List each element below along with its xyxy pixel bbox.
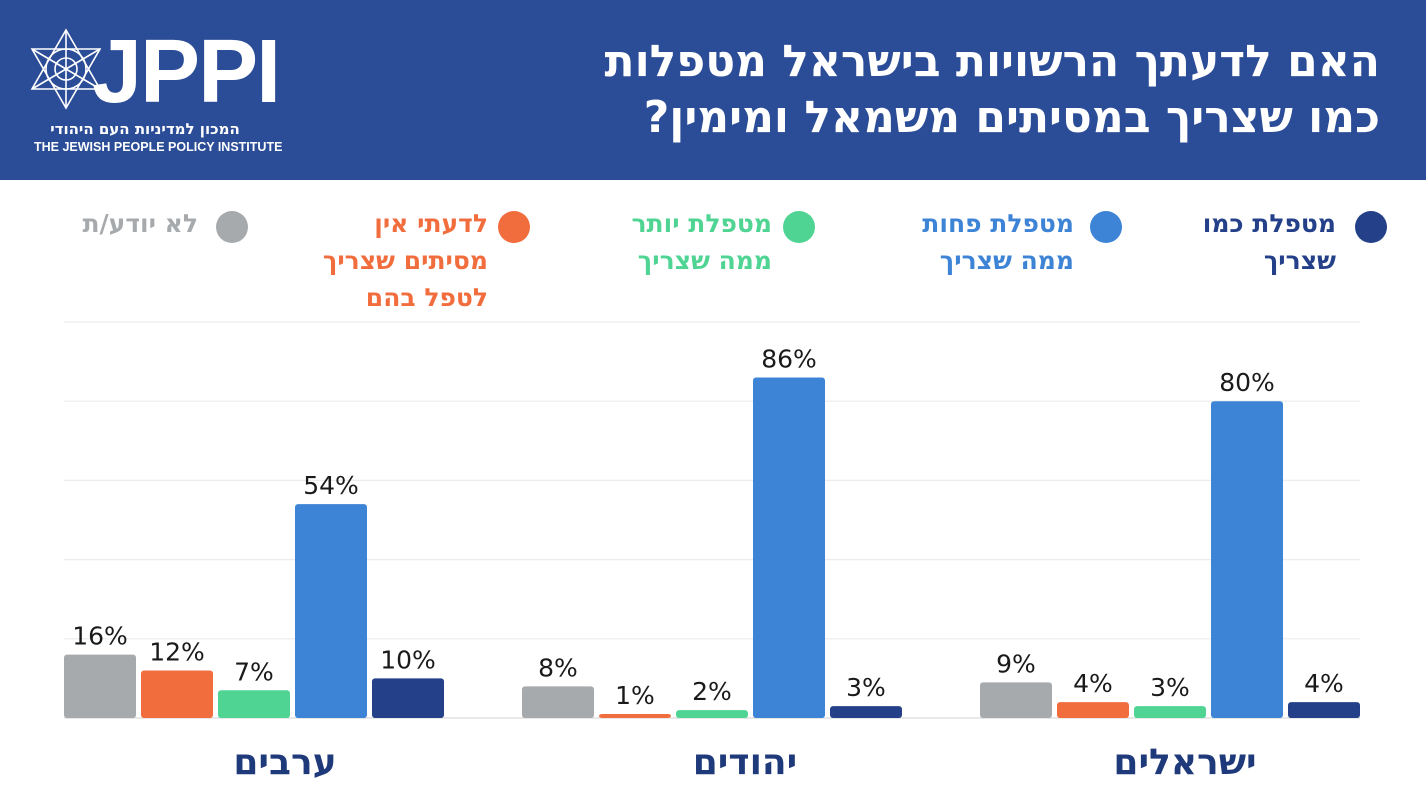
data-label-arabs-handled-properly: 10% [380,645,436,674]
legend-label-no-inciters: לדעתי אין מסיתים שצריך לטפל בהם [322,209,488,312]
bar-jews-handled-less [753,377,825,718]
data-label-arabs-handled-more: 7% [234,657,274,686]
legend-label-handled-more: מטפלת יותר ממה שצריך [631,209,773,275]
legend-swatch-handled-more [783,211,815,243]
bar-israelis-handled-more [1134,706,1206,718]
chart-title-line-1: האם לדעתך הרשויות בישראל מטפלות [604,36,1380,87]
data-label-israelis-handled-more: 3% [1150,673,1190,702]
data-label-israelis-dont-know: 9% [996,649,1036,678]
data-label-arabs-handled-less: 54% [303,471,359,500]
data-label-jews-no-inciters: 1% [615,681,655,710]
bar-israelis-handled-less [1211,401,1283,718]
bar-jews-handled-more [676,710,748,718]
header-banner: JPPI המכון למדיניות העם היהודי THE JEWIS… [0,0,1426,180]
bar-arabs-handled-properly [372,678,444,718]
star-of-david-logo-icon [30,28,102,110]
legend-label-handled-less: מטפלת פחות ממה שצריך [922,209,1074,275]
bar-arabs-handled-more [218,690,290,718]
legend-swatch-handled-properly [1355,211,1387,243]
category-label-jews: יהודים [692,742,798,783]
logo-wordmark: JPPI [92,22,281,122]
data-label-israelis-no-inciters: 4% [1073,669,1113,698]
bar-jews-no-inciters [599,714,671,718]
data-label-jews-handled-more: 2% [692,677,732,706]
logo-subtitle-hebrew: המכון למדיניות העם היהודי [50,120,240,138]
data-label-arabs-dont-know: 16% [72,622,128,651]
bar-israelis-handled-properly [1288,702,1360,718]
legend-swatch-dont-know [216,211,248,243]
legend-swatch-handled-less [1090,211,1122,243]
logo-subtitle-english: THE JEWISH PEOPLE POLICY INSTITUTE [34,140,283,154]
data-label-israelis-handled-properly: 4% [1304,669,1344,698]
data-label-arabs-no-inciters: 12% [149,637,205,666]
category-label-israelis: ישראלים [1113,742,1257,783]
bar-arabs-handled-less [295,504,367,718]
bar-arabs-dont-know [64,654,136,718]
bar-jews-handled-properly [830,706,902,718]
data-label-jews-handled-properly: 3% [846,673,886,702]
category-label-arabs: ערבים [233,742,337,783]
chart-title-line-2: כמו שצריך במסיתים משמאל ומימין? [643,92,1380,143]
legend-label-dont-know: לא יודע/ת [82,209,198,238]
bar-israelis-dont-know [980,682,1052,718]
legend-label-handled-properly: מטפלת כמו שצריך [1202,209,1336,275]
bar-israelis-no-inciters [1057,702,1129,718]
data-label-jews-handled-less: 86% [761,344,817,373]
bar-arabs-no-inciters [141,670,213,718]
data-label-jews-dont-know: 8% [538,653,578,682]
bar-jews-dont-know [522,686,594,718]
data-label-israelis-handled-less: 80% [1219,368,1275,397]
legend-swatch-no-inciters [498,211,530,243]
chart-title: האם לדעתך הרשויות בישראל מטפלות כמו שצרי… [420,34,1380,146]
